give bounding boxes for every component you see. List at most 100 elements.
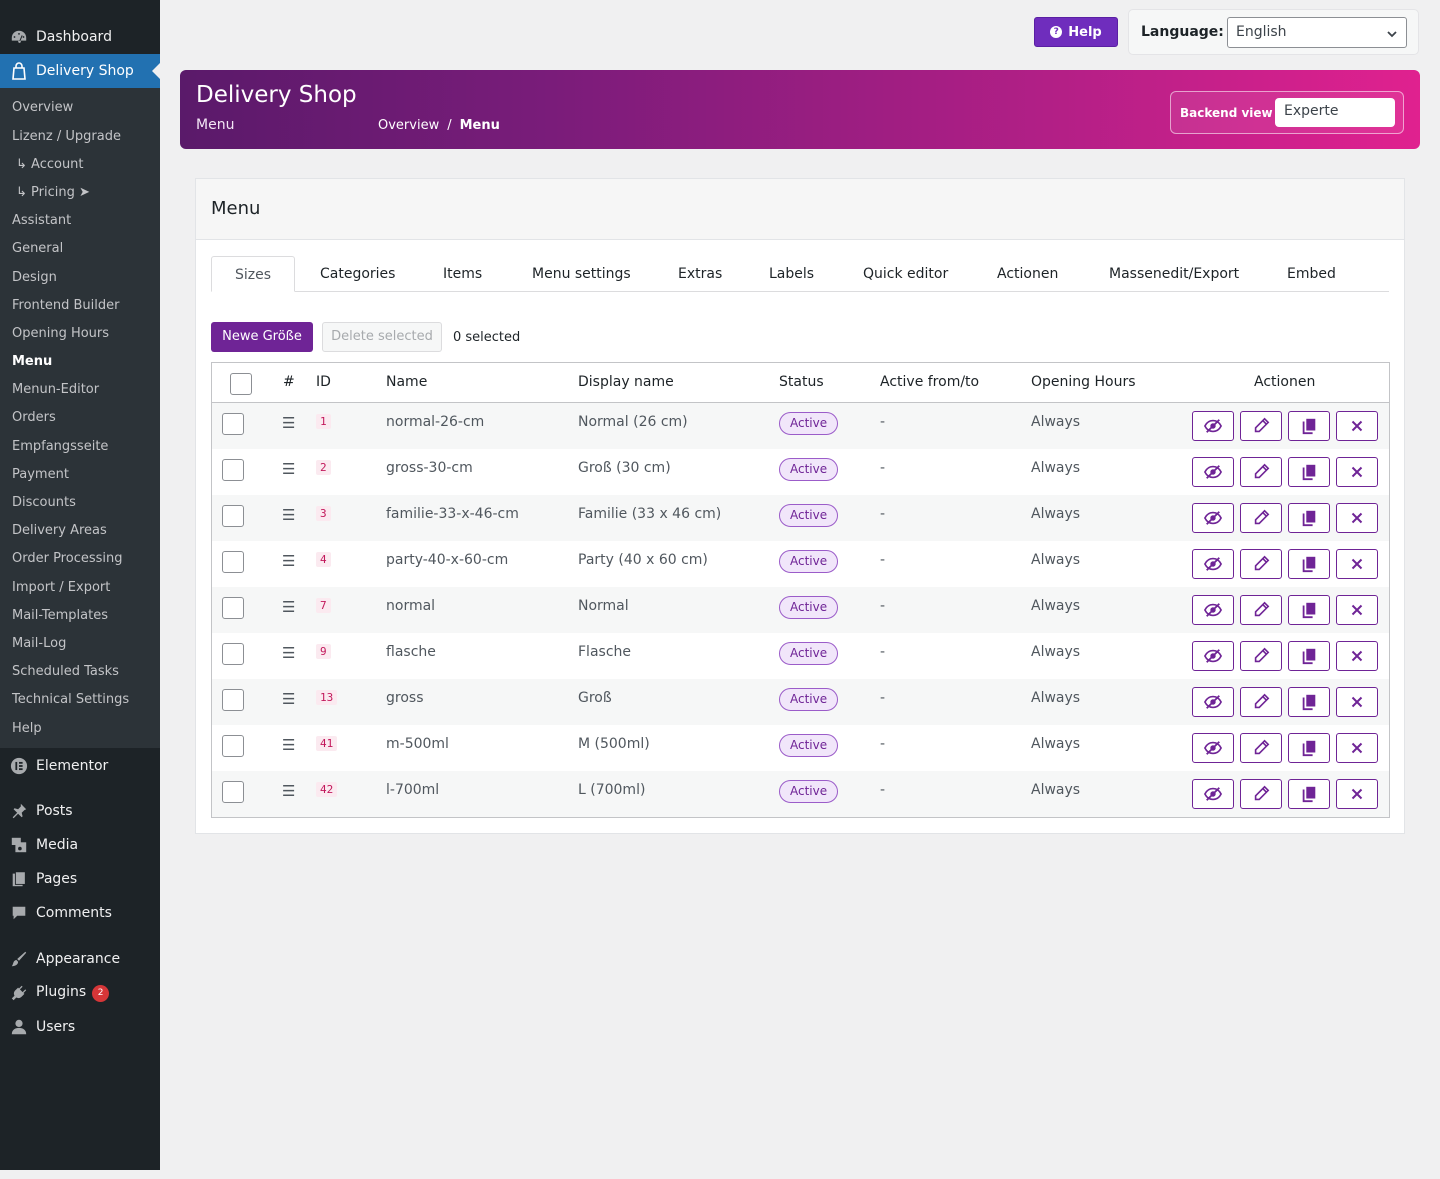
- hide-button[interactable]: [1192, 411, 1234, 441]
- submenu-mail-log[interactable]: Mail-Log: [12, 636, 67, 651]
- row-checkbox[interactable]: [222, 413, 244, 435]
- status-badge[interactable]: Active: [779, 780, 839, 803]
- hide-button[interactable]: [1192, 457, 1234, 487]
- submenu-general[interactable]: General: [12, 241, 64, 256]
- row-checkbox[interactable]: [222, 459, 244, 481]
- submenu-opening-hours[interactable]: Opening Hours: [12, 326, 110, 341]
- row-checkbox[interactable]: [222, 505, 244, 527]
- submenu-technical-settings[interactable]: Technical Settings: [12, 692, 130, 707]
- sidebar-item-elementor[interactable]: Elementor: [0, 749, 160, 783]
- submenu-overview[interactable]: Overview: [12, 100, 74, 115]
- delete-button[interactable]: [1336, 779, 1378, 809]
- edit-button[interactable]: [1240, 733, 1282, 763]
- submenu-pricing[interactable]: ↳ Pricing ➤: [16, 185, 90, 200]
- submenu-orders[interactable]: Orders: [12, 410, 56, 425]
- drag-handle-icon[interactable]: ☰: [282, 506, 296, 524]
- delete-button[interactable]: [1336, 687, 1378, 717]
- submenu-mail-templates[interactable]: Mail-Templates: [12, 608, 108, 623]
- tab-sizes[interactable]: Sizes: [211, 256, 295, 292]
- sidebar-item-media[interactable]: Media: [0, 828, 160, 862]
- edit-button[interactable]: [1240, 595, 1282, 625]
- drag-handle-icon[interactable]: ☰: [282, 598, 296, 616]
- edit-button[interactable]: [1240, 549, 1282, 579]
- row-checkbox[interactable]: [222, 551, 244, 573]
- drag-handle-icon[interactable]: ☰: [282, 414, 296, 432]
- status-badge[interactable]: Active: [779, 642, 839, 665]
- delete-button[interactable]: [1336, 411, 1378, 441]
- sidebar-item-posts[interactable]: Posts: [0, 794, 160, 828]
- select-all-checkbox[interactable]: [230, 373, 252, 395]
- submenu-menu[interactable]: Menu: [12, 354, 53, 369]
- drag-handle-icon[interactable]: ☰: [282, 644, 296, 662]
- tab-actionen[interactable]: Actionen: [997, 266, 1059, 282]
- status-badge[interactable]: Active: [779, 412, 839, 435]
- help-button[interactable]: ? Help: [1034, 17, 1118, 47]
- edit-button[interactable]: [1240, 411, 1282, 441]
- submenu-order-processing[interactable]: Order Processing: [12, 551, 123, 566]
- submenu-help[interactable]: Help: [12, 721, 42, 736]
- submenu-account[interactable]: ↳ Account: [16, 157, 84, 172]
- submenu-design[interactable]: Design: [12, 270, 57, 285]
- row-checkbox[interactable]: [222, 689, 244, 711]
- submenu-menun-editor[interactable]: Menun-Editor: [12, 382, 100, 397]
- status-badge[interactable]: Active: [779, 458, 839, 481]
- sidebar-item-comments[interactable]: Comments: [0, 896, 160, 930]
- drag-handle-icon[interactable]: ☰: [282, 736, 296, 754]
- drag-handle-icon[interactable]: ☰: [282, 690, 296, 708]
- hide-button[interactable]: [1192, 503, 1234, 533]
- duplicate-button[interactable]: [1288, 549, 1330, 579]
- tab-items[interactable]: Items: [443, 266, 483, 282]
- sidebar-item-users[interactable]: Users: [0, 1010, 160, 1044]
- submenu-assistant[interactable]: Assistant: [12, 213, 72, 228]
- row-checkbox[interactable]: [222, 643, 244, 665]
- delete-button[interactable]: [1336, 457, 1378, 487]
- tab-labels[interactable]: Labels: [769, 266, 815, 282]
- hide-button[interactable]: [1192, 549, 1234, 579]
- duplicate-button[interactable]: [1288, 687, 1330, 717]
- submenu-frontend-builder[interactable]: Frontend Builder: [12, 298, 120, 313]
- sidebar-item-appearance[interactable]: Appearance: [0, 942, 160, 976]
- tab-menu-settings[interactable]: Menu settings: [532, 266, 631, 282]
- delete-selected-button[interactable]: Delete selected: [322, 322, 442, 352]
- sidebar-item-delivery-shop[interactable]: Delivery Shop: [0, 54, 160, 88]
- edit-button[interactable]: [1240, 457, 1282, 487]
- tab-quick-editor[interactable]: Quick editor: [863, 266, 949, 282]
- duplicate-button[interactable]: [1288, 457, 1330, 487]
- delete-button[interactable]: [1336, 503, 1378, 533]
- delete-button[interactable]: [1336, 595, 1378, 625]
- status-badge[interactable]: Active: [779, 734, 839, 757]
- breadcrumb-overview-link[interactable]: Overview: [378, 118, 440, 133]
- hide-button[interactable]: [1192, 641, 1234, 671]
- status-badge[interactable]: Active: [779, 504, 839, 527]
- hide-button[interactable]: [1192, 687, 1234, 717]
- row-checkbox[interactable]: [222, 597, 244, 619]
- duplicate-button[interactable]: [1288, 779, 1330, 809]
- tab-extras[interactable]: Extras: [678, 266, 723, 282]
- edit-button[interactable]: [1240, 687, 1282, 717]
- sidebar-item-plugins[interactable]: Plugins 2: [0, 976, 160, 1010]
- submenu-scheduled-tasks[interactable]: Scheduled Tasks: [12, 664, 119, 679]
- hide-button[interactable]: [1192, 595, 1234, 625]
- tab-embed[interactable]: Embed: [1287, 266, 1336, 282]
- submenu-payment[interactable]: Payment: [12, 467, 69, 482]
- edit-button[interactable]: [1240, 779, 1282, 809]
- drag-handle-icon[interactable]: ☰: [282, 552, 296, 570]
- edit-button[interactable]: [1240, 503, 1282, 533]
- sidebar-item-dashboard[interactable]: Dashboard: [0, 20, 160, 54]
- language-select[interactable]: English: [1227, 17, 1407, 48]
- edit-button[interactable]: [1240, 641, 1282, 671]
- delete-button[interactable]: [1336, 733, 1378, 763]
- submenu-import-export[interactable]: Import / Export: [12, 580, 111, 595]
- drag-handle-icon[interactable]: ☰: [282, 460, 296, 478]
- tab-categories[interactable]: Categories: [320, 266, 396, 282]
- hide-button[interactable]: [1192, 779, 1234, 809]
- submenu-lizenz-upgrade[interactable]: Lizenz / Upgrade: [12, 129, 121, 144]
- status-badge[interactable]: Active: [779, 550, 839, 573]
- submenu-discounts[interactable]: Discounts: [12, 495, 76, 510]
- backend-view-select[interactable]: Experte: [1275, 98, 1395, 127]
- duplicate-button[interactable]: [1288, 595, 1330, 625]
- duplicate-button[interactable]: [1288, 641, 1330, 671]
- submenu-delivery-areas[interactable]: Delivery Areas: [12, 523, 107, 538]
- drag-handle-icon[interactable]: ☰: [282, 782, 296, 800]
- tab-massenedit-export[interactable]: Massenedit/Export: [1109, 266, 1240, 282]
